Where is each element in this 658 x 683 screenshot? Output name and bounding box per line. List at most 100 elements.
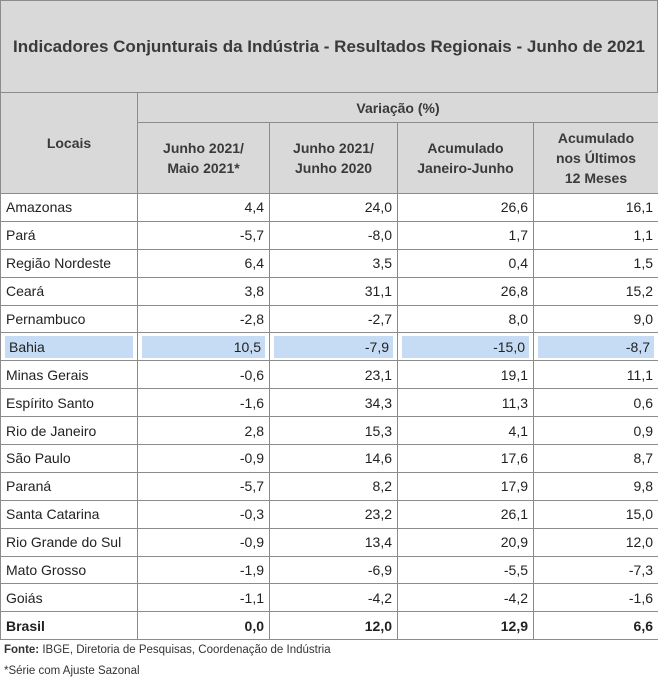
cell-local: Região Nordeste — [0, 248, 138, 278]
table-row: Rio de Janeiro 2,8 15,3 4,1 0,9 — [0, 416, 658, 446]
cell-value: 26,6 — [397, 193, 534, 222]
header-col3: Acumulado Janeiro-Junho — [397, 122, 534, 194]
table-row: Minas Gerais -0,6 23,1 19,1 11,1 — [0, 360, 658, 390]
table-row: Amazonas 4,4 24,0 26,6 16,1 — [0, 193, 658, 222]
table-row: Mato Grosso -1,9 -6,9 -5,5 -7,3 — [0, 555, 658, 585]
table-row: Pernambuco -2,8 -2,7 8,0 9,0 — [0, 304, 658, 334]
cell-local: Brasil — [0, 611, 138, 641]
cell-value: -5,5 — [397, 555, 534, 585]
cell-value: 2,8 — [137, 416, 270, 446]
cell-value: 9,8 — [532, 471, 658, 501]
cell-value: -15,0 — [397, 332, 534, 362]
cell-value: 17,9 — [397, 471, 534, 501]
table-row: Espírito Santo -1,6 34,3 11,3 0,6 — [0, 388, 658, 418]
cell-value: 6,4 — [137, 248, 270, 278]
cell-value: 0,4 — [397, 248, 534, 278]
cell-value: 16,1 — [532, 193, 658, 222]
cell-value: 34,3 — [269, 388, 398, 418]
cell-value: -1,9 — [137, 555, 270, 585]
cell-value: 12,0 — [532, 527, 658, 557]
cell-value: 1,1 — [532, 220, 658, 250]
cell-value: 14,6 — [269, 444, 398, 473]
cell-local: Rio de Janeiro — [0, 416, 138, 446]
cell-local: Rio Grande do Sul — [0, 527, 138, 557]
cell-value: 6,6 — [532, 611, 658, 641]
table-row: Região Nordeste 6,4 3,5 0,4 1,5 — [0, 248, 658, 278]
cell-value: -0,9 — [137, 527, 270, 557]
cell-value: -0,6 — [137, 360, 270, 390]
table-row: Pará -5,7 -8,0 1,7 1,1 — [0, 220, 658, 250]
cell-value: -7,3 — [532, 555, 658, 585]
cell-local: Bahia — [0, 332, 138, 362]
cell-value: 31,1 — [269, 276, 398, 306]
header-variacao: Variação (%) — [136, 92, 658, 123]
table-row: Goiás -1,1 -4,2 -4,2 -1,6 — [0, 583, 658, 613]
cell-value: 0,6 — [532, 388, 658, 418]
header-col4: Acumulado nos Últimos 12 Meses — [532, 122, 658, 194]
table-row: Paraná -5,7 8,2 17,9 9,8 — [0, 471, 658, 501]
cell-local: Goiás — [0, 583, 138, 613]
cell-value: 23,1 — [269, 360, 398, 390]
cell-value: -1,1 — [137, 583, 270, 613]
cell-value: 8,2 — [269, 471, 398, 501]
cell-value: -0,9 — [137, 444, 270, 473]
cell-value: -1,6 — [532, 583, 658, 613]
cell-local: São Paulo — [0, 444, 138, 473]
cell-value: 1,7 — [397, 220, 534, 250]
cell-value: 12,9 — [397, 611, 534, 641]
cell-local: Paraná — [0, 471, 138, 501]
cell-local: Pernambuco — [0, 304, 138, 334]
cell-value: -5,7 — [137, 220, 270, 250]
cell-value: 19,1 — [397, 360, 534, 390]
cell-local: Amazonas — [0, 193, 138, 222]
cell-value: 8,7 — [532, 444, 658, 473]
cell-value: 20,9 — [397, 527, 534, 557]
cell-value: 13,4 — [269, 527, 398, 557]
cell-value: 3,5 — [269, 248, 398, 278]
indicators-table: Locais Variação (%) Junho 2021/Maio 2021… — [0, 92, 658, 641]
cell-value: -1,6 — [137, 388, 270, 418]
header-locais: Locais — [0, 92, 138, 194]
cell-value: -6,9 — [269, 555, 398, 585]
table-row: Santa Catarina -0,3 23,2 26,1 15,0 — [0, 499, 658, 529]
cell-value: -0,3 — [137, 499, 270, 529]
table-footer: Fonte: IBGE, Diretoria de Pesquisas, Coo… — [4, 640, 331, 682]
table-row: Ceará 3,8 31,1 26,8 15,2 — [0, 276, 658, 306]
cell-value: 0,0 — [137, 611, 270, 641]
cell-local: Ceará — [0, 276, 138, 306]
cell-local: Pará — [0, 220, 138, 250]
table-row: Bahia 10,5 -7,9 -15,0 -8,7 — [0, 332, 658, 362]
cell-value: 11,3 — [397, 388, 534, 418]
cell-value: 4,1 — [397, 416, 534, 446]
cell-value: 1,5 — [532, 248, 658, 278]
cell-value: -2,7 — [269, 304, 398, 334]
cell-value: 3,8 — [137, 276, 270, 306]
cell-value: -7,9 — [269, 332, 398, 362]
cell-local: Mato Grosso — [0, 555, 138, 585]
cell-value: -8,7 — [532, 332, 658, 362]
header-col2: Junho 2021/Junho 2020 — [269, 122, 398, 194]
cell-value: 15,2 — [532, 276, 658, 306]
table-title-box: Indicadores Conjunturais da Indústria - … — [0, 0, 658, 92]
cell-value: -5,7 — [137, 471, 270, 501]
cell-value: 26,8 — [397, 276, 534, 306]
table-title: Indicadores Conjunturais da Indústria - … — [13, 36, 645, 56]
cell-value: -2,8 — [137, 304, 270, 334]
cell-value: 10,5 — [137, 332, 270, 362]
cell-value: 17,6 — [397, 444, 534, 473]
cell-value: -8,0 — [269, 220, 398, 250]
cell-local: Espírito Santo — [0, 388, 138, 418]
cell-value: 26,1 — [397, 499, 534, 529]
cell-local: Minas Gerais — [0, 360, 138, 390]
cell-value: 4,4 — [137, 193, 270, 222]
table-row-total: Brasil 0,0 12,0 12,9 6,6 — [0, 611, 658, 641]
cell-value: 24,0 — [269, 193, 398, 222]
cell-value: 8,0 — [397, 304, 534, 334]
cell-value: 9,0 — [532, 304, 658, 334]
header-col1: Junho 2021/Maio 2021* — [137, 122, 270, 194]
cell-value: 23,2 — [269, 499, 398, 529]
table-row: Rio Grande do Sul -0,9 13,4 20,9 12,0 — [0, 527, 658, 557]
footer-source: Fonte: IBGE, Diretoria de Pesquisas, Coo… — [4, 644, 331, 656]
cell-value: 15,3 — [269, 416, 398, 446]
cell-value: 15,0 — [532, 499, 658, 529]
